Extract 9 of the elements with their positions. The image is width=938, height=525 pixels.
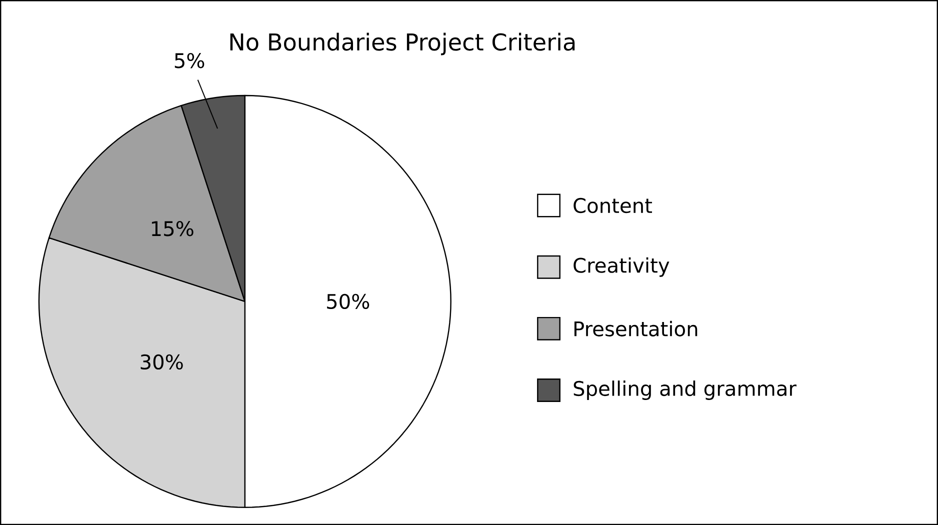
data-label: 50% [327, 294, 370, 309]
legend-label: Content [574, 198, 652, 214]
data-label: 30% [140, 354, 183, 370]
legend-label: Presentation [574, 320, 698, 336]
data-label: 5% [174, 52, 204, 68]
data-label: 15% [152, 220, 194, 236]
legend-label: Spelling and grammar [574, 380, 796, 400]
legend-label: Creativity [574, 257, 670, 277]
chart-title: No Boundaries Project Criteria [230, 32, 575, 56]
